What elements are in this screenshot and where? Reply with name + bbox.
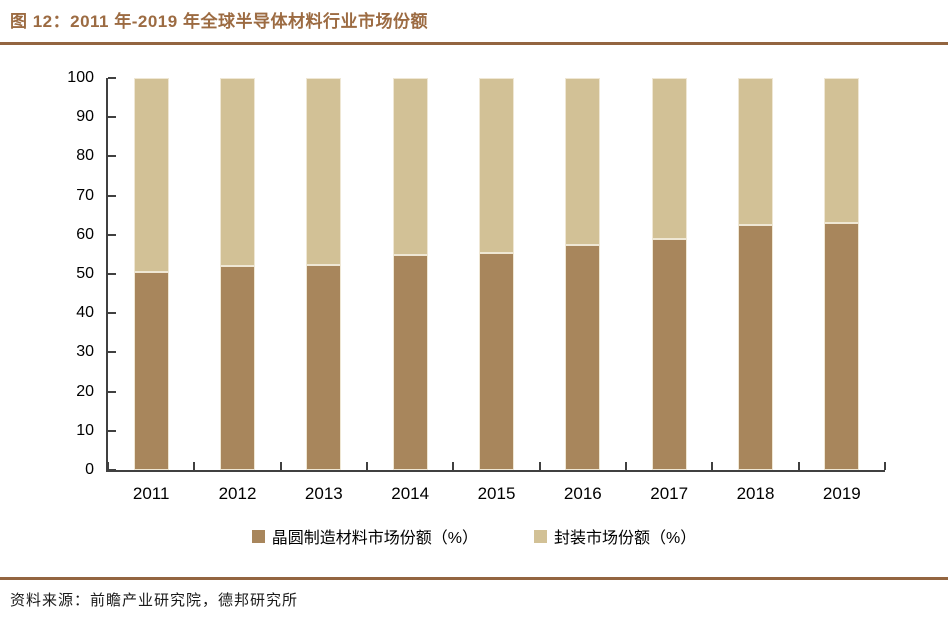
y-axis-tick	[108, 194, 116, 197]
y-axis-label: 100	[67, 69, 94, 86]
y-axis-label: 40	[76, 304, 94, 322]
legend-label: 封装市场份额（%）	[554, 530, 697, 547]
bar-segment-packaging	[651, 78, 687, 239]
bar-segment-wafer	[220, 266, 255, 470]
x-axis-tick	[538, 462, 541, 470]
chart-legend: 晶圆制造材料市场份额（%） 封装市场份额（%）	[0, 524, 948, 548]
x-axis-tick	[107, 462, 109, 470]
bar-segment-packaging	[133, 78, 169, 273]
x-axis-tick	[711, 462, 714, 470]
y-axis-label: 60	[76, 225, 94, 243]
x-axis-label: 2016	[563, 484, 602, 503]
y-axis-tick	[108, 390, 116, 393]
x-axis-label: 2013	[304, 484, 343, 503]
bar-segment-wafer	[479, 253, 514, 470]
x-axis-tick	[366, 462, 368, 470]
y-axis-tick	[108, 429, 116, 432]
bar-segment-packaging	[220, 78, 255, 267]
bar-segment-packaging	[306, 78, 342, 265]
y-axis-label: 20	[76, 382, 94, 400]
x-axis-label: 2011	[132, 484, 170, 503]
y-axis-tick	[108, 116, 116, 119]
x-axis-tick	[193, 462, 196, 470]
y-axis-tick	[108, 233, 116, 236]
x-axis-tick	[279, 462, 282, 470]
y-axis-tick	[108, 155, 116, 158]
x-axis-tick	[452, 462, 455, 470]
bar-segment-wafer	[824, 223, 860, 470]
bar-segment-packaging	[565, 78, 601, 245]
bar-segment-packaging	[392, 78, 428, 256]
bar-segment-packaging	[824, 78, 860, 224]
x-axis-label: 2019	[822, 484, 861, 503]
legend-item: 封装市场份额（%）	[534, 524, 696, 548]
footer-divider	[0, 577, 948, 580]
y-axis-label: 0	[85, 461, 94, 478]
plot-area: 0 10 20 30 40 50 60 70 80 90 100 2011 2012 2013 2014 20…	[67, 69, 886, 503]
x-axis-label: 2018	[736, 484, 775, 503]
y-axis-tick	[108, 312, 116, 315]
x-axis-label: 2015	[477, 484, 516, 503]
bar-segment-wafer	[565, 245, 601, 470]
source-note: 资料来源：前瞻产业研究院，德邦研究所	[10, 593, 299, 609]
bar-segment-wafer	[392, 255, 428, 470]
x-axis-label: 2017	[650, 484, 689, 503]
y-axis-tick	[108, 469, 116, 471]
x-axis-label: 2012	[218, 484, 257, 503]
bar-segment-packaging	[738, 78, 773, 226]
bar-segment-packaging	[479, 78, 514, 254]
y-axis-label: 90	[76, 108, 94, 126]
bar-segment-wafer	[133, 272, 169, 470]
x-axis-tick	[884, 462, 886, 470]
bar-segment-wafer	[306, 264, 342, 470]
figure-title: 图 12：2011 年-2019 年全球半导体材料行业市场份额	[10, 12, 428, 31]
x-axis-tick	[797, 462, 800, 470]
y-axis-label: 50	[76, 265, 94, 282]
y-axis-label: 10	[76, 421, 94, 439]
legend-swatch-icon	[251, 529, 265, 543]
legend-label: 晶圆制造材料市场份额（%）	[271, 530, 478, 547]
y-axis-label: 30	[76, 343, 94, 361]
header-divider	[0, 42, 948, 45]
bar-segment-wafer	[651, 238, 687, 470]
y-axis-tick	[108, 77, 116, 79]
legend-item: 晶圆制造材料市场份额（%）	[251, 524, 478, 548]
x-axis-label: 2014	[391, 484, 430, 503]
bar-segment-wafer	[738, 225, 773, 470]
legend-swatch-icon	[534, 529, 547, 543]
y-axis-tick	[108, 273, 116, 275]
y-axis-label: 80	[76, 147, 94, 165]
y-axis-tick	[108, 351, 116, 354]
x-axis-tick	[625, 462, 627, 470]
y-axis-label: 70	[76, 186, 94, 204]
